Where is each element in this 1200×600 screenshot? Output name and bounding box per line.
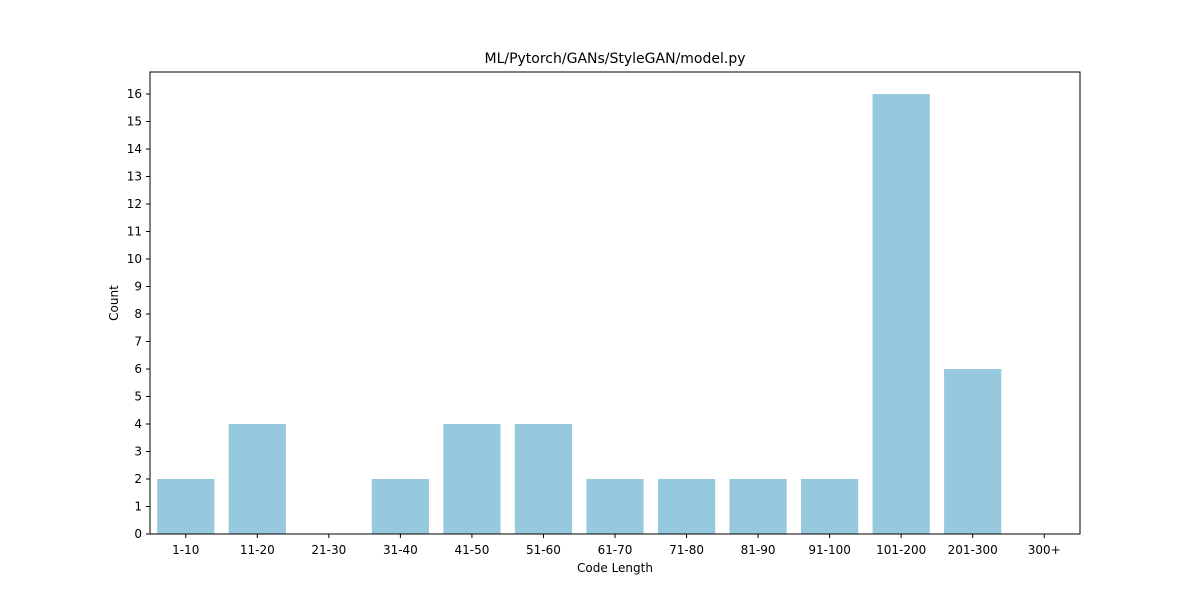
- y-tick-label: 3: [134, 445, 142, 459]
- x-axis: 1-10 11-20 21-30 31-40 41-50 51-60 61-70 71-80 8…: [172, 534, 1061, 557]
- bar-51-60: [515, 424, 572, 534]
- bar-61-70: [586, 479, 643, 534]
- bar-81-90: [729, 479, 786, 534]
- y-tick-label: 8: [134, 307, 142, 321]
- x-axis-title: Code Length: [577, 561, 653, 575]
- bar-41-50: [443, 424, 500, 534]
- y-tick-label: 13: [127, 170, 142, 184]
- y-tick-label: 10: [127, 252, 142, 266]
- bars-group: [157, 94, 1001, 534]
- x-tick-label: 61-70: [598, 543, 633, 557]
- bar-91-100: [801, 479, 858, 534]
- x-tick-label: 11-20: [240, 543, 275, 557]
- y-tick-label: 7: [134, 335, 142, 349]
- y-tick-label: 11: [127, 225, 142, 239]
- x-tick-label: 101-200: [876, 543, 926, 557]
- y-tick-label: 15: [127, 115, 142, 129]
- x-tick-label: 81-90: [741, 543, 776, 557]
- x-tick-label: 51-60: [526, 543, 561, 557]
- y-tick-label: 0: [134, 527, 142, 541]
- x-tick-label: 1-10: [172, 543, 199, 557]
- y-tick-label: 6: [134, 362, 142, 376]
- y-tick-label: 16: [127, 87, 142, 101]
- y-tick-label: 12: [127, 197, 142, 211]
- bar-71-80: [658, 479, 715, 534]
- y-tick-label: 9: [134, 280, 142, 294]
- bar-11-20: [229, 424, 286, 534]
- x-tick-label: 71-80: [669, 543, 704, 557]
- plot-frame: [150, 72, 1080, 534]
- bar-101-200: [873, 94, 930, 534]
- x-tick-label: 201-300: [948, 543, 998, 557]
- chart-title: ML/Pytorch/GANs/StyleGAN/model.py: [484, 51, 745, 67]
- y-axis-title: Count: [107, 285, 121, 321]
- y-tick-label: 14: [127, 142, 142, 156]
- y-tick-label: 1: [134, 500, 142, 514]
- bar-31-40: [372, 479, 429, 534]
- x-tick-label: 91-100: [808, 543, 851, 557]
- x-tick-label: 21-30: [311, 543, 346, 557]
- x-tick-label: 41-50: [454, 543, 489, 557]
- bar-1-10: [157, 479, 214, 534]
- y-tick-label: 5: [134, 390, 142, 404]
- y-tick-label: 2: [134, 472, 142, 486]
- bar-201-300: [944, 369, 1001, 534]
- y-tick-label: 4: [134, 417, 142, 431]
- x-tick-label: 31-40: [383, 543, 418, 557]
- x-tick-label: 300+: [1028, 543, 1061, 557]
